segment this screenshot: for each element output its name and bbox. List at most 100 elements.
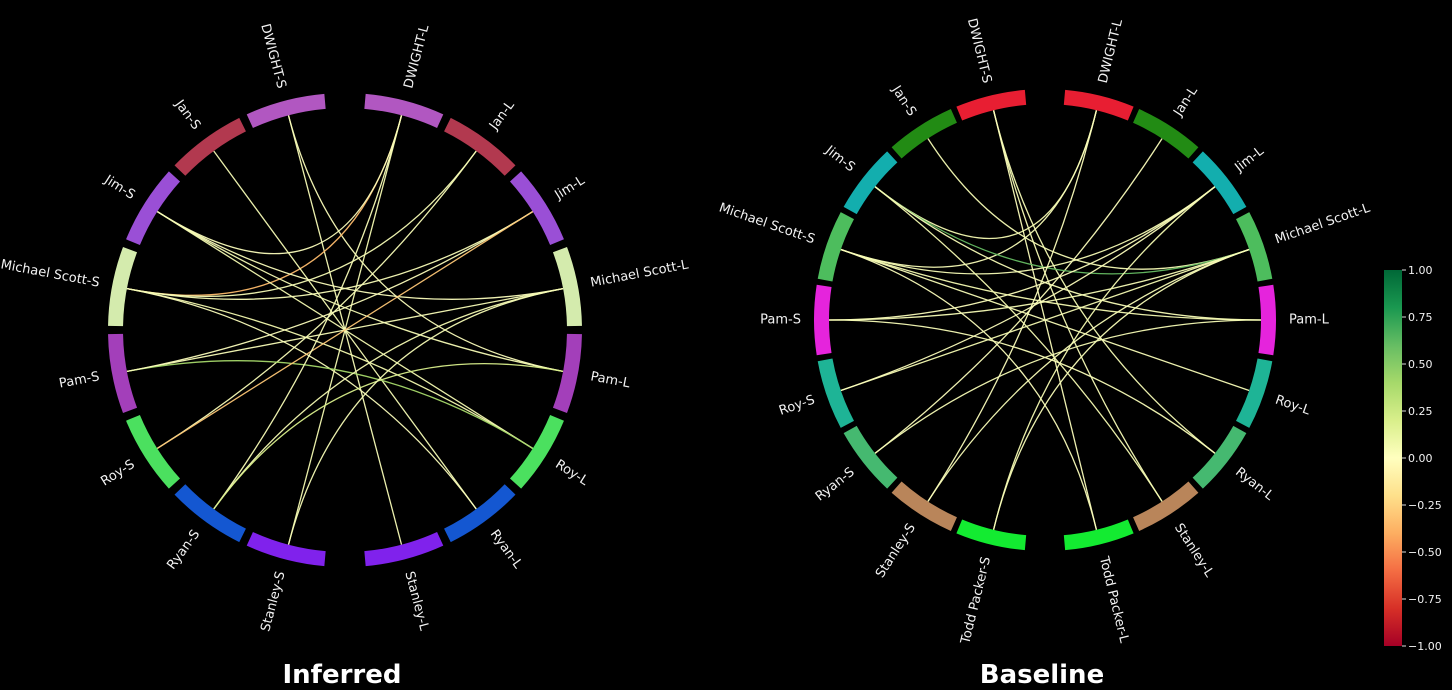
node-arc-pam-l <box>1258 284 1276 356</box>
node-label-jim-l: Jim-L <box>552 173 589 204</box>
colorbar-tick-label: −0.75 <box>1408 593 1442 606</box>
node-label-stanley-l: Stanley-L <box>1171 521 1217 581</box>
node-arc-todd-packer-l <box>1063 519 1134 551</box>
chord-link-jim-s-to-michael-scott-l <box>874 186 1250 275</box>
node-label-todd-packer-s: Todd Packer-S <box>958 555 994 646</box>
node-label-roy-l: Roy-L <box>1273 393 1312 419</box>
node-label-michael-scott-l: Michael Scott-L <box>1273 201 1373 248</box>
chord-link-ryan-s-to-michael-scott-l <box>213 287 564 510</box>
node-arc-dwight-l <box>364 93 444 128</box>
node-arc-dwight-s <box>956 89 1027 121</box>
chord-link-todd-packer-s-to-michael-scott-l <box>992 248 1250 530</box>
chord-link-dwight-s-to-pam-l <box>287 115 564 373</box>
chord-link-jim-s-to-michael-scott-l <box>156 210 564 300</box>
node-label-michael-scott-s: Michael Scott-S <box>0 257 101 290</box>
node-label-dwight-l: DWIGHT-L <box>1096 17 1126 85</box>
node-label-jim-s: Jim-S <box>822 142 858 175</box>
colorbar-tick-label: 0.50 <box>1408 358 1433 371</box>
chord-link-stanley-s-to-dwight-l <box>927 110 1098 502</box>
inferred-title: Inferred <box>282 660 401 690</box>
chord-link-jan-l-to-ryan-s <box>874 138 1163 454</box>
chord-link-dwight-l-to-jim-s <box>874 110 1098 240</box>
node-arc-pam-l <box>552 333 582 413</box>
node-arc-stanley-s <box>246 532 326 567</box>
chord-link-jim-s-to-stanley-l <box>874 186 1163 502</box>
node-arc-stanley-l <box>1133 481 1199 531</box>
chord-link-roy-s-to-jim-l <box>156 210 534 450</box>
node-label-jan-s: Jan-S <box>888 82 919 119</box>
node-label-jim-s: Jim-S <box>101 172 138 203</box>
chord-link-michael-scott-s-to-roy-l <box>126 287 534 450</box>
chord-link-jim-l-to-michael-scott-s <box>840 186 1216 275</box>
node-arc-jan-l <box>444 117 516 176</box>
chord-link-michael-scott-s-to-jim-l <box>126 210 534 300</box>
chord-links <box>126 115 564 545</box>
colorbar-tick-label: 0.00 <box>1408 452 1433 465</box>
colorbar-tick-label: 0.75 <box>1408 311 1433 324</box>
chord-link-todd-packer-s-to-jim-l <box>992 186 1216 530</box>
node-arc-michael-scott-s <box>817 212 854 282</box>
node-arc-dwight-l <box>1063 89 1134 121</box>
node-label-jan-l: Jan-L <box>1170 83 1201 119</box>
node-arc-roy-l <box>1236 358 1273 428</box>
chord-link-ryan-s-to-pam-l <box>213 362 564 510</box>
chord-link-jim-s-to-pam-l <box>874 186 1262 321</box>
node-arc-roy-s <box>126 414 181 489</box>
chord-link-ryan-s-to-dwight-l <box>213 115 403 510</box>
chord-link-pam-s-to-michael-scott-l <box>828 248 1250 321</box>
node-arc-jim-s <box>843 151 898 215</box>
node-label-jan-l: Jan-L <box>486 98 518 134</box>
colorbar-tick-label: −0.25 <box>1408 499 1442 512</box>
node-arc-jan-s <box>174 117 246 176</box>
node-label-ryan-s: Ryan-S <box>164 527 203 572</box>
chord-link-michael-scott-s-to-ryan-l <box>126 287 477 510</box>
node-arc-pam-s <box>813 284 832 356</box>
node-arc-ryan-s <box>843 425 898 489</box>
node-arc-jan-l <box>1133 109 1199 159</box>
chord-link-dwight-l-to-michael-scott-s <box>840 110 1098 268</box>
chord-link-jim-s-to-pam-l <box>156 210 564 373</box>
colorbar-gradient <box>1384 270 1402 646</box>
node-arc-stanley-l <box>364 532 444 567</box>
node-label-ryan-l: Ryan-L <box>1232 465 1277 505</box>
chord-link-dwight-l-to-michael-scott-s <box>126 115 403 296</box>
chord-link-jan-l-to-roy-s <box>156 150 477 450</box>
node-label-todd-packer-l: Todd Packer-L <box>1096 554 1132 645</box>
chord-link-dwight-s-to-stanley-l <box>992 110 1163 502</box>
node-arc-ryan-l <box>444 484 516 543</box>
colorbar-tick-label: −1.00 <box>1408 640 1442 653</box>
node-label-stanley-s: Stanley-S <box>258 570 288 633</box>
chord-link-jan-s-to-michael-scott-l <box>927 138 1250 270</box>
node-arc-jim-l <box>1192 151 1247 215</box>
node-arc-michael-scott-l <box>1236 212 1273 282</box>
node-arc-ryan-l <box>1192 425 1247 489</box>
inferred-chord-diagram: DWIGHT-L Jan-L Jim-L Michael Scott-L Pam-L Ro… <box>0 22 690 633</box>
node-label-pam-s: Pam-S <box>58 369 101 391</box>
node-arc-ryan-s <box>174 484 246 543</box>
node-arc-roy-l <box>509 414 564 489</box>
chord-link-pam-s-to-ryan-l <box>828 319 1216 454</box>
chord-links <box>828 110 1262 530</box>
chord-link-pam-s-to-jim-l <box>126 210 534 373</box>
node-arc-todd-packer-s <box>956 519 1027 551</box>
node-label-dwight-s: DWIGHT-S <box>257 22 288 90</box>
node-label-ryan-l: Ryan-L <box>487 527 526 572</box>
colorbar-tick-label: 1.00 <box>1408 264 1433 277</box>
colorbar-tick-label: 0.25 <box>1408 405 1433 418</box>
node-arc-roy-s <box>817 358 854 428</box>
node-label-dwight-l: DWIGHT-L <box>401 23 432 91</box>
node-arc-jim-s <box>126 171 181 246</box>
chord-link-stanley-s-to-michael-scott-l <box>287 287 564 545</box>
node-label-pam-l: Pam-L <box>589 369 632 391</box>
chord-link-roy-s-to-jim-l <box>840 186 1216 392</box>
node-arc-jan-s <box>891 109 957 159</box>
node-label-michael-scott-s: Michael Scott-S <box>717 200 817 247</box>
chord-link-ryan-s-to-pam-l <box>874 319 1262 454</box>
node-label-jim-l: Jim-L <box>1232 143 1268 176</box>
node-label-jan-s: Jan-S <box>171 97 203 133</box>
node-label-roy-l: Roy-L <box>552 457 591 489</box>
colorbar-ticks: 1.00 0.75 0.50 0.25 0.00 −0.25 −0.50 −0.75 −1.00 <box>1402 264 1442 653</box>
colorbar: 1.00 0.75 0.50 0.25 0.00 −0.25 −0.50 −0.75 −1.00 <box>1384 264 1442 653</box>
chord-link-michael-scott-s-to-jan-l <box>126 150 477 298</box>
node-label-stanley-l: Stanley-L <box>401 570 431 633</box>
